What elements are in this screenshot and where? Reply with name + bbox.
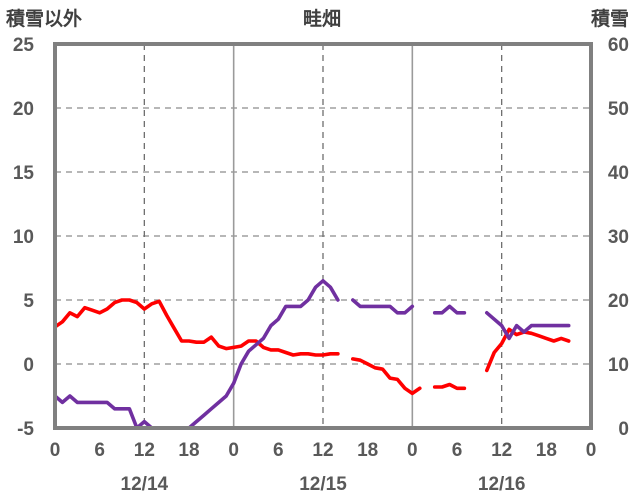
chart-title: 畦畑 bbox=[303, 7, 341, 30]
x-tick-label: 12 bbox=[491, 440, 512, 461]
x-tick-label: 0 bbox=[407, 440, 418, 461]
y-left-label: 積雪以外 bbox=[6, 7, 82, 30]
series-line-0 bbox=[53, 298, 340, 357]
x-tick-label: 18 bbox=[178, 440, 199, 461]
y-right-tick-label: 30 bbox=[608, 227, 629, 248]
y-right-tick-label: 10 bbox=[608, 355, 629, 376]
series-line-1 bbox=[432, 304, 467, 315]
date-label: 12/16 bbox=[478, 474, 526, 495]
y-right-label: 積雪 bbox=[591, 7, 629, 30]
y-right-tick-label: 40 bbox=[608, 163, 629, 184]
x-tick-label: 18 bbox=[536, 440, 557, 461]
y-left-tick-label: -5 bbox=[17, 419, 34, 440]
y-right-tick-label: 60 bbox=[608, 35, 629, 56]
y-left-tick-label: 25 bbox=[13, 35, 35, 56]
x-tick-label: 6 bbox=[273, 440, 284, 461]
series-layer bbox=[53, 278, 571, 430]
series-line-1 bbox=[53, 278, 340, 430]
date-label: 12/14 bbox=[121, 474, 169, 495]
y-right-tick-label: 20 bbox=[608, 291, 629, 312]
x-tick-label: 0 bbox=[228, 440, 239, 461]
y-left-tick-label: 20 bbox=[13, 99, 34, 120]
y-left-tick-label: 10 bbox=[13, 227, 34, 248]
x-tick-label: 6 bbox=[94, 440, 105, 461]
y-left-tick-label: 0 bbox=[23, 355, 34, 376]
series-line-1 bbox=[484, 310, 571, 341]
date-label: 12/15 bbox=[299, 474, 347, 495]
y-left-tick-label: 15 bbox=[13, 163, 35, 184]
x-tick-label: 6 bbox=[452, 440, 463, 461]
y-right-tick-label: 0 bbox=[618, 419, 629, 440]
x-tick-label: 18 bbox=[357, 440, 378, 461]
x-tick-label: 0 bbox=[586, 440, 597, 461]
series-line-0 bbox=[484, 327, 571, 373]
y-left-tick-label: 5 bbox=[23, 291, 34, 312]
y-right-tick-label: 50 bbox=[608, 99, 629, 120]
series-line-0 bbox=[350, 357, 422, 396]
x-tick-label: 12 bbox=[312, 440, 333, 461]
x-tick-label: 0 bbox=[50, 440, 61, 461]
series-line-1 bbox=[350, 298, 415, 315]
series-line-0 bbox=[432, 382, 467, 391]
plot-frame bbox=[53, 42, 593, 430]
x-tick-label: 12 bbox=[134, 440, 155, 461]
grid bbox=[55, 44, 591, 428]
